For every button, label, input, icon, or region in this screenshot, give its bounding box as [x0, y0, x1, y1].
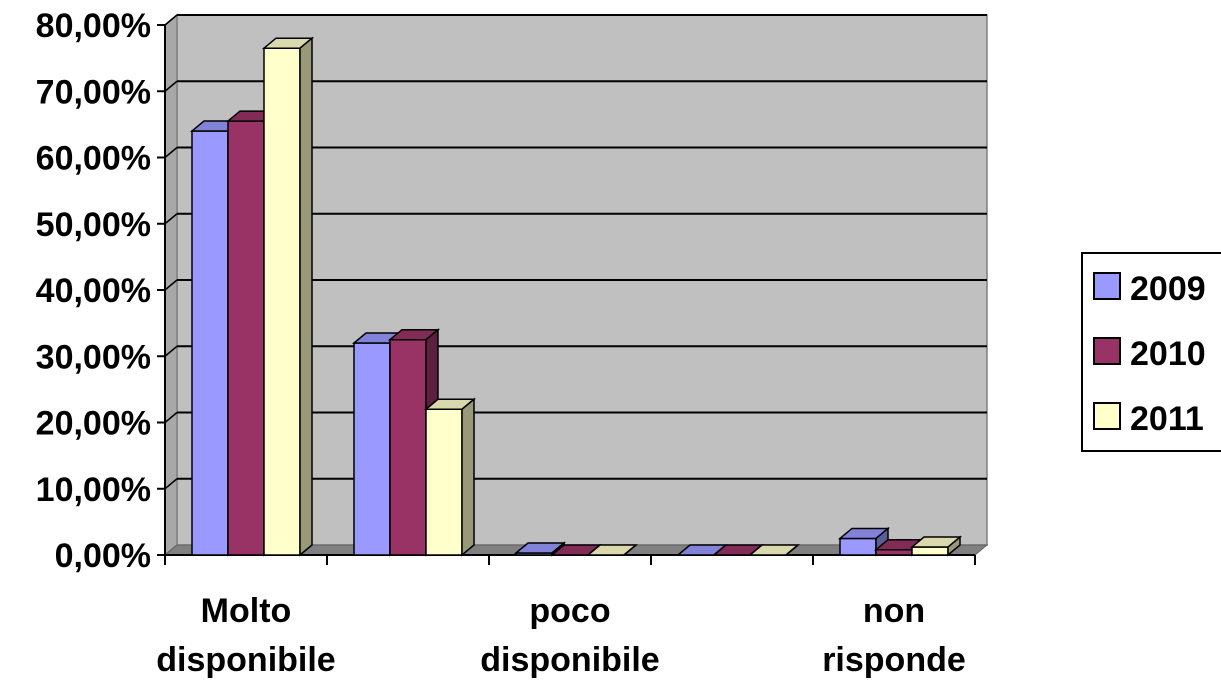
y-tick-label: 80,00% — [36, 7, 151, 45]
gridline-side — [164, 345, 178, 357]
y-tick-label: 30,00% — [36, 338, 151, 376]
bar-front — [875, 548, 913, 556]
bar-2011-4 — [909, 535, 963, 557]
x-axis-category-labels: Molto disponibile poco disponibile non rispon… — [156, 592, 966, 679]
y-axis-tick-labels: 0,00% 10,00% 20,00% 30,00% 40,00% 50,00% 60,00… — [36, 7, 151, 575]
bar-2011-3 — [747, 544, 801, 556]
y-tick-label: 50,00% — [36, 206, 151, 244]
bar-front — [353, 342, 391, 556]
gridline-side — [164, 146, 178, 159]
y-tick-label: 20,00% — [36, 405, 151, 443]
legend-swatch-2009 — [1093, 272, 1121, 300]
category-label: Molto — [201, 592, 292, 630]
bar-front — [425, 408, 463, 556]
bar-side — [299, 36, 313, 557]
bar-2011-1 — [423, 397, 477, 557]
bar-front — [389, 338, 427, 556]
bar-front — [227, 120, 265, 556]
y-tick-label: 0,00% — [55, 537, 151, 575]
y-tick-label: 60,00% — [36, 140, 151, 178]
bar-2011-0 — [261, 36, 315, 557]
y-tick-label: 70,00% — [36, 73, 151, 111]
gridline-side — [164, 80, 178, 92]
bar-front — [911, 546, 949, 556]
bar-front — [839, 537, 877, 556]
legend-swatch-2011 — [1093, 402, 1121, 430]
gridline-side — [164, 279, 178, 291]
legend-label: 2010 — [1130, 335, 1206, 373]
category-label: disponibile — [156, 641, 335, 679]
category-label: risponde — [822, 641, 966, 679]
gridline-side — [164, 213, 178, 225]
bar-2011-2 — [585, 544, 639, 556]
legend-swatch-2010 — [1093, 337, 1121, 365]
y-tick-label: 10,00% — [36, 471, 151, 509]
bar-side — [623, 544, 637, 556]
y-tick-label: 40,00% — [36, 272, 151, 310]
bar-side — [947, 535, 961, 557]
legend: 2009 2010 2011 — [1081, 252, 1221, 452]
category-label: non — [863, 592, 925, 630]
legend-label: 2011 — [1130, 400, 1204, 438]
bar-front — [263, 47, 301, 556]
bar-side — [785, 544, 799, 556]
category-label: poco — [529, 592, 610, 630]
gridline-side — [164, 14, 178, 26]
bar-side — [461, 397, 475, 557]
gridline-side — [164, 478, 178, 490]
category-label: disponibile — [480, 641, 659, 679]
bar-front — [191, 130, 229, 556]
legend-label: 2009 — [1130, 270, 1206, 308]
gridline-side — [164, 411, 178, 424]
bars — [189, 36, 963, 557]
